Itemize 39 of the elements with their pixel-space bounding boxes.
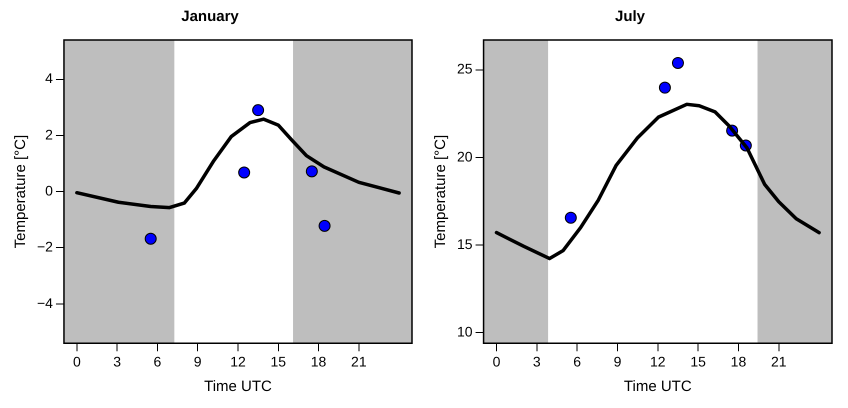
x-tick-label: 9 <box>614 353 622 370</box>
point <box>672 56 684 69</box>
x-tick-label: 3 <box>113 353 122 370</box>
point <box>564 212 577 224</box>
x-tick-label: 6 <box>573 353 582 370</box>
chart-title: July <box>614 8 646 26</box>
point <box>658 82 671 94</box>
y-tick-label: 4 <box>45 70 54 86</box>
point <box>238 166 250 179</box>
x-tick-label: 21 <box>770 353 787 370</box>
y-tick-label: 15 <box>456 236 473 252</box>
x-tick-label: 9 <box>194 353 202 370</box>
x-tick-label: 6 <box>154 353 162 370</box>
y-tick-label: 25 <box>456 60 473 77</box>
y-tick-label: 20 <box>456 148 473 164</box>
x-tick-label: 18 <box>730 353 746 370</box>
y-axis-title: Temperature [°C] <box>432 134 450 248</box>
x-tick-label: 12 <box>650 353 666 370</box>
point <box>306 165 318 178</box>
y-tick-label: 0 <box>45 182 54 198</box>
y-tick-label: −4 <box>36 294 54 311</box>
y-axis-title: Temperature [°C] <box>12 134 30 248</box>
x-tick-label: 0 <box>492 353 501 370</box>
point <box>252 104 264 116</box>
x-tick-label: 18 <box>310 353 327 370</box>
x-tick-label: 21 <box>351 353 367 370</box>
x-tick-label: 15 <box>690 353 706 370</box>
x-axis-title: Time UTC <box>624 378 692 396</box>
point <box>318 220 331 232</box>
x-axis-title: Time UTC <box>204 378 272 396</box>
y-tick-label: 10 <box>456 324 473 340</box>
x-tick-label: 12 <box>230 353 246 370</box>
x-tick-label: 15 <box>270 353 286 370</box>
chart-title: January <box>181 8 240 26</box>
y-tick-label: −2 <box>36 238 54 255</box>
y-tick-label: 2 <box>45 126 54 142</box>
x-tick-label: 0 <box>72 353 81 370</box>
x-tick-label: 3 <box>532 353 541 370</box>
point <box>144 232 157 245</box>
